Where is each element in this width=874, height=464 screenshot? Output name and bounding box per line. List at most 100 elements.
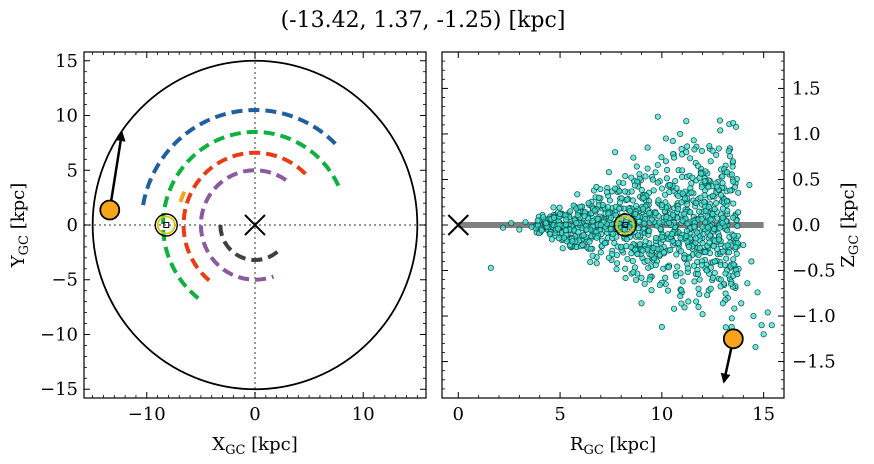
scatter-point: [719, 214, 726, 221]
scatter-point: [687, 155, 694, 162]
scatter-point: [655, 197, 662, 204]
scatter-point: [500, 224, 507, 231]
scatter-point: [640, 194, 647, 201]
scatter-point: [677, 292, 684, 300]
scatter-point: [717, 276, 724, 283]
scatter-point: [725, 148, 732, 155]
orbit-arc-purple: [198, 168, 288, 282]
scatter-point: [563, 216, 570, 223]
scatter-point: [696, 208, 703, 215]
scatter-point: [658, 154, 665, 161]
y-tick-label: 5: [67, 160, 78, 181]
scatter-point: [698, 216, 705, 223]
scatter-point: [632, 211, 639, 218]
scatter-point: [662, 135, 669, 142]
scatter-point: [704, 224, 711, 231]
y-tick-label: 1.5: [792, 78, 821, 99]
scatter-point: [599, 201, 606, 209]
scatter-point: [690, 262, 698, 269]
scatter-point: [550, 214, 558, 221]
scatter-point: [719, 220, 726, 227]
sun-center-dot: [163, 222, 170, 228]
scatter-point: [661, 191, 669, 198]
scatter-point: [666, 189, 673, 196]
scatter-point: [644, 257, 651, 264]
scatter-point: [691, 278, 698, 285]
scatter-point: [589, 252, 596, 259]
scatter-point: [663, 166, 671, 173]
scatter-point: [629, 258, 636, 265]
scatter-point: [727, 187, 734, 194]
scatter-point: [638, 274, 645, 281]
scatter-point: [672, 177, 679, 185]
scatter-point: [693, 298, 700, 305]
object-marker: [99, 199, 121, 221]
scatter-point: [645, 264, 652, 271]
scatter-point: [597, 221, 604, 229]
scatter-point: [683, 227, 690, 234]
scatter-point: [703, 267, 710, 274]
scatter-point: [674, 205, 681, 212]
scatter-point: [650, 245, 657, 252]
scatter-point: [666, 219, 673, 226]
scatter-point: [724, 227, 731, 234]
left-plot-area: [84, 52, 426, 398]
scatter-point: [695, 252, 702, 259]
scatter-point: [709, 210, 716, 218]
y-tick-label: −1.5: [792, 352, 836, 373]
scatter-point: [650, 187, 657, 194]
scatter-point: [768, 322, 775, 329]
boundary-circle: [91, 59, 419, 391]
scatter-point: [587, 245, 594, 252]
scatter-point: [556, 204, 563, 211]
scatter-point: [733, 250, 740, 257]
scatter-point: [586, 238, 593, 245]
scatter-point: [683, 118, 690, 125]
scatter-point: [732, 243, 739, 251]
scatter-point: [719, 180, 726, 187]
scatter-point: [674, 263, 681, 270]
scatter-point: [698, 147, 705, 155]
scatter-point: [636, 170, 643, 178]
scatter-point: [644, 165, 651, 172]
scatter-point: [707, 158, 714, 165]
scatter-point: [597, 249, 604, 256]
scatter-point: [730, 178, 737, 185]
left-ylabel: YGC [kpc]: [8, 183, 32, 269]
scatter-point: [681, 304, 688, 311]
scatter-point: [594, 215, 601, 222]
scatter-point: [713, 183, 720, 190]
y-tick-label: −10: [40, 324, 78, 345]
scatter-point: [633, 202, 640, 210]
scatter-point: [522, 219, 529, 226]
scatter-point: [624, 196, 631, 203]
y-tick-label: −1.0: [792, 306, 836, 327]
scatter-point: [652, 262, 659, 269]
scatter-point: [557, 211, 564, 218]
scatter-point: [721, 262, 729, 269]
scatter-point: [696, 244, 703, 252]
left-xlabel: XGC [kpc]: [212, 434, 297, 458]
scatter-point: [706, 239, 713, 246]
scatter-point: [694, 162, 702, 169]
scatter-point: [673, 272, 680, 280]
scatter-point: [684, 201, 691, 208]
scatter-point: [722, 324, 729, 331]
left-panel: −10 0 10 −15 −10 −5 0 5 10 15 XGC [kpc] YGC [kpc]: [8, 51, 427, 458]
scatter-point: [658, 201, 665, 209]
scatter-point: [719, 248, 727, 255]
scatter-point: [724, 242, 731, 249]
scatter-point: [641, 220, 648, 227]
scatter-point: [626, 207, 633, 214]
scatter-point: [677, 130, 684, 137]
scatter-point: [633, 163, 640, 170]
scatter-point: [706, 142, 713, 150]
scatter-point: [691, 223, 698, 230]
scatter-point: [644, 144, 651, 151]
scatter-point: [623, 236, 630, 243]
scatter-point: [719, 173, 726, 180]
scatter-point: [662, 274, 669, 281]
scatter-point: [569, 238, 576, 245]
scatter-point: [734, 222, 741, 230]
scatter-point: [709, 192, 716, 199]
